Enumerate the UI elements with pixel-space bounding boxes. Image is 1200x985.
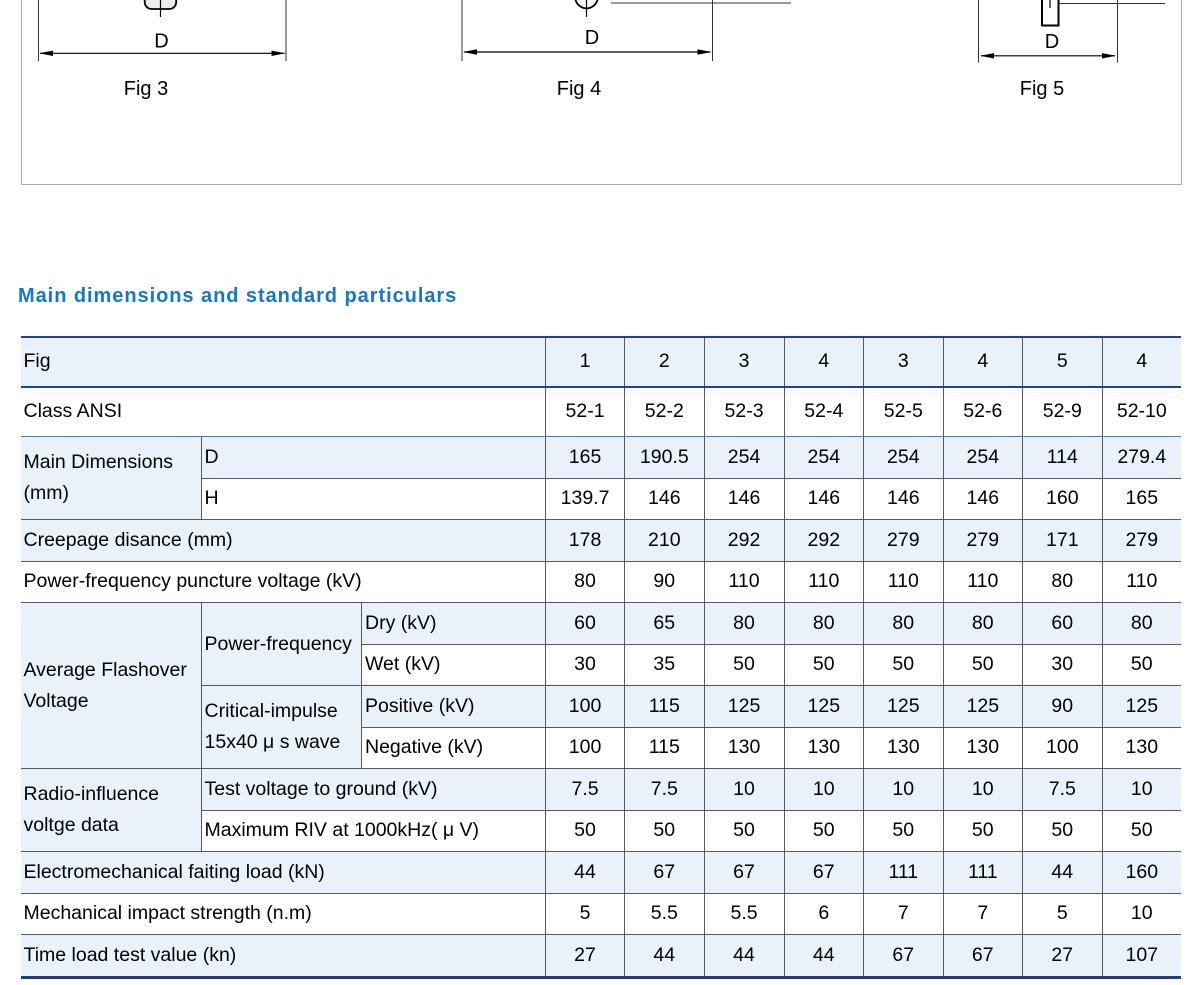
svg-text:D: D xyxy=(1045,31,1059,53)
svg-text:Fig 3: Fig 3 xyxy=(124,78,168,100)
svg-text:Fig 4: Fig 4 xyxy=(557,78,601,100)
svg-text:Fig 5: Fig 5 xyxy=(1020,78,1064,100)
svg-text:D: D xyxy=(585,27,599,49)
svg-text:D: D xyxy=(154,31,168,53)
